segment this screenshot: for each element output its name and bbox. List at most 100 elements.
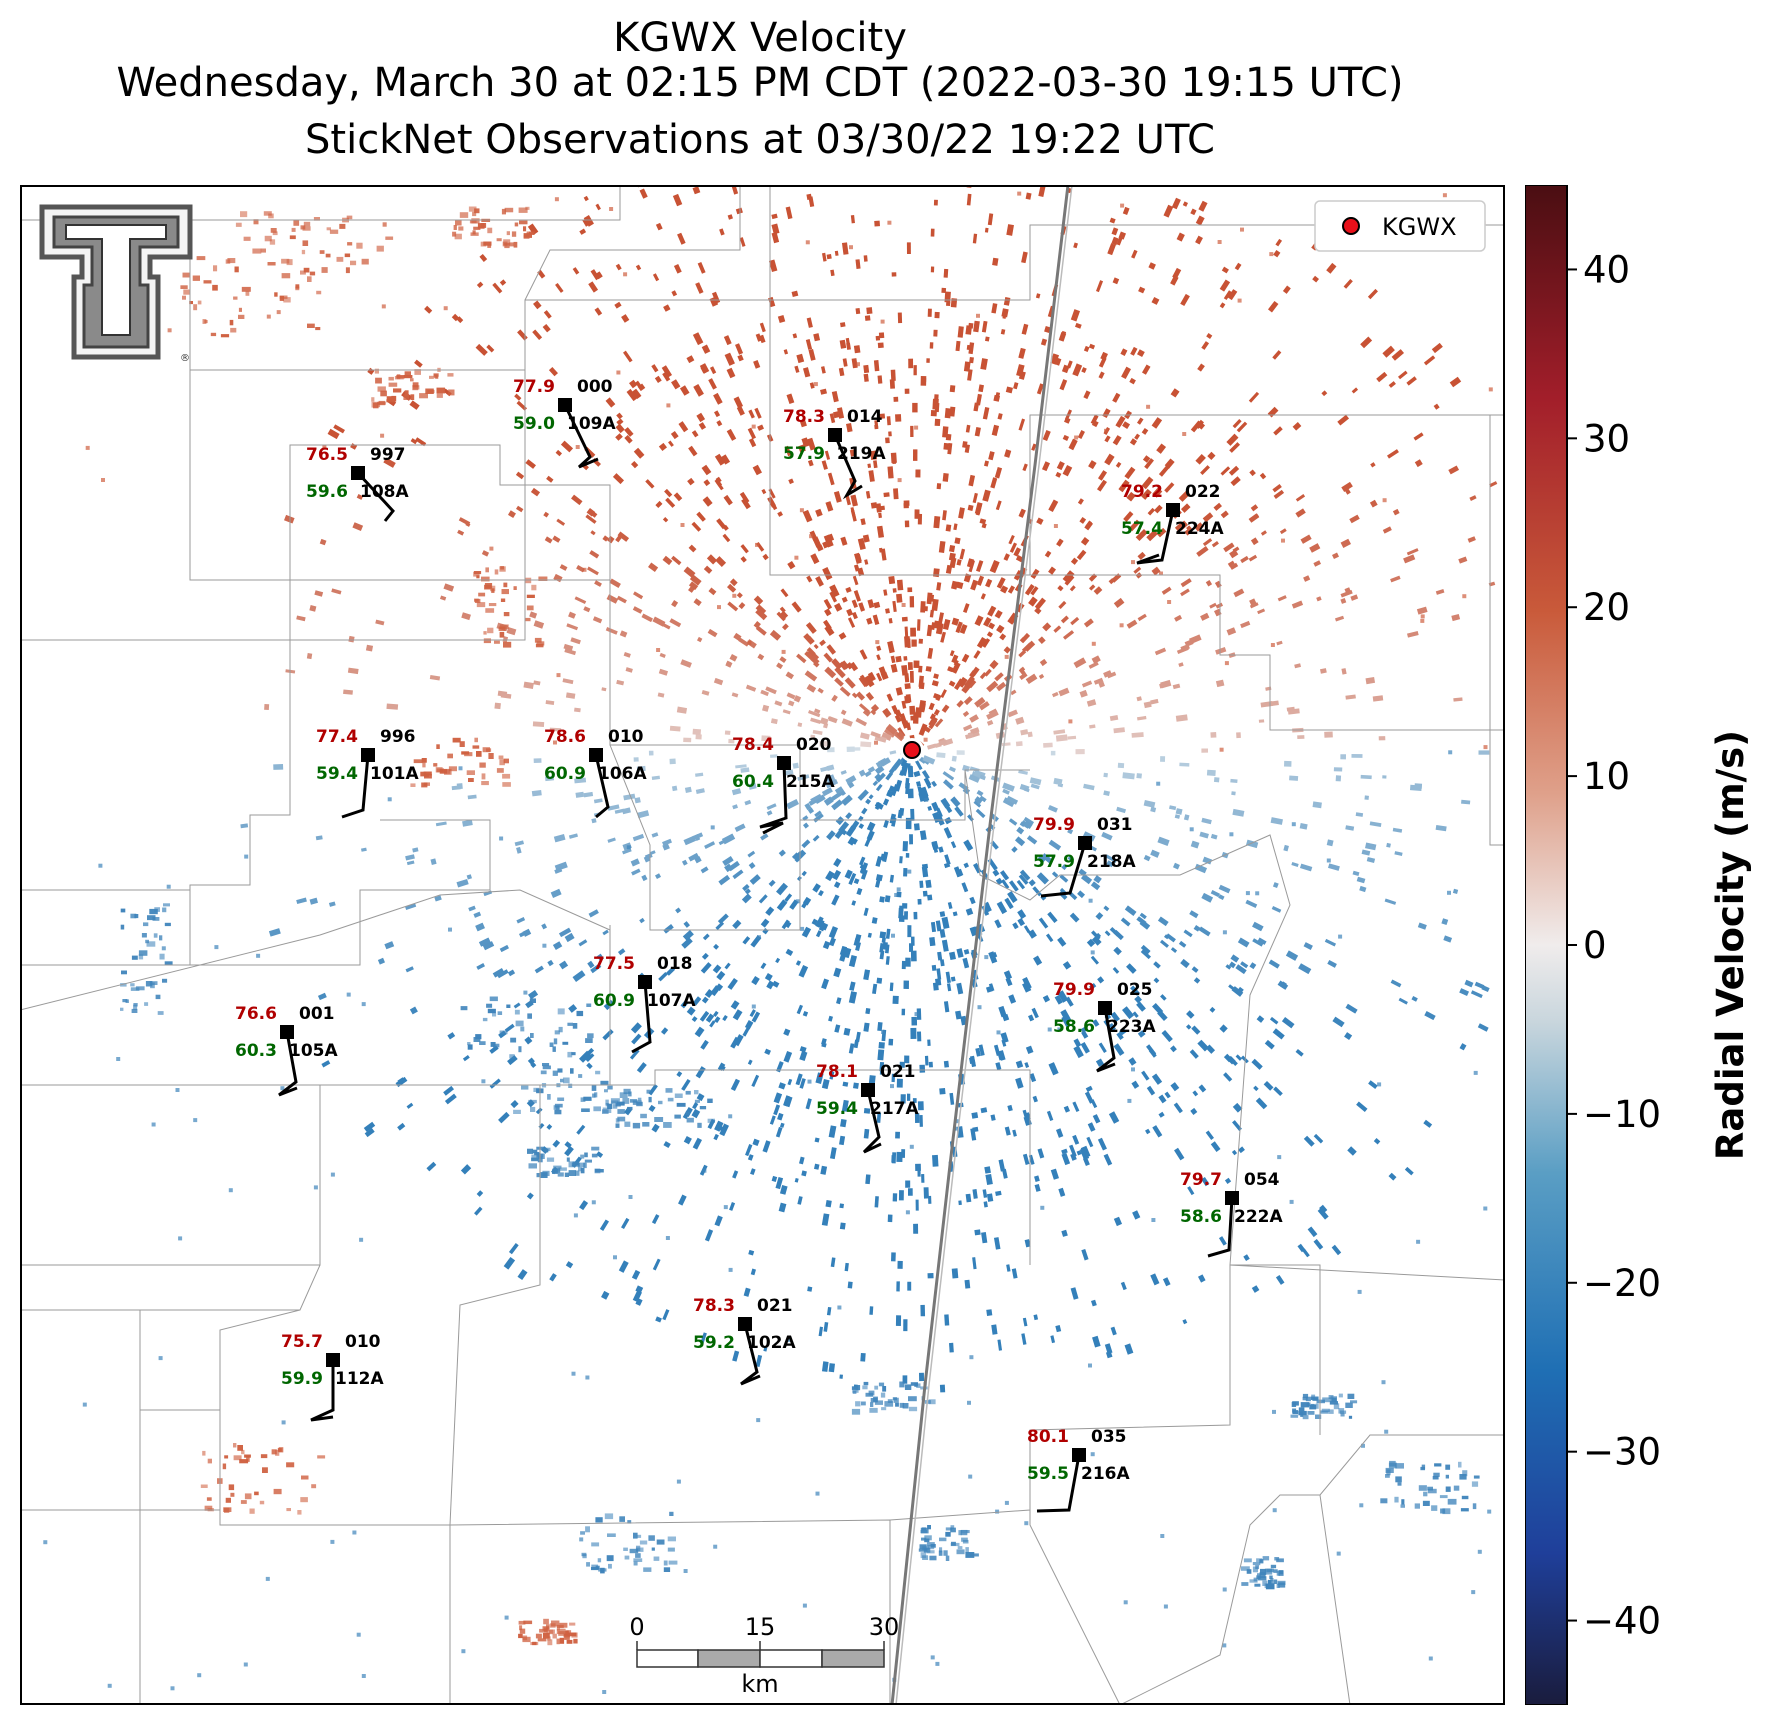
station-pressure: 014	[847, 407, 883, 427]
station-215A[interactable]: 78.4 020 60.4 215A	[732, 735, 835, 835]
station-temperature: 78.3	[693, 1296, 735, 1316]
wind-barb-icon	[1207, 1197, 1234, 1258]
station-id: 219A	[837, 444, 886, 464]
station-dewpoint: 60.3	[235, 1041, 277, 1061]
station-219A[interactable]: 78.3 014 57.9 219A	[783, 407, 886, 500]
wind-barb-icon	[740, 1323, 761, 1386]
station-marker-icon	[1098, 1001, 1112, 1015]
station-112A[interactable]: 75.7 010 59.9 112A	[281, 1332, 384, 1422]
station-pressure: 054	[1244, 1170, 1280, 1190]
station-dewpoint: 58.6	[1053, 1017, 1095, 1037]
station-temperature: 78.1	[816, 1062, 858, 1082]
station-temperature: 79.2	[1121, 482, 1163, 502]
radar-velocity-field	[43, 185, 1498, 1694]
station-222A[interactable]: 79.7 054 58.6 222A	[1180, 1170, 1283, 1258]
station-id: 217A	[870, 1099, 919, 1119]
station-id: 215A	[786, 772, 835, 792]
station-217A[interactable]: 78.1 021 59.4 217A	[816, 1062, 919, 1154]
station-dewpoint: 59.2	[693, 1333, 735, 1353]
station-marker-icon	[558, 398, 572, 412]
map-frame	[20, 185, 1505, 1705]
station-id: 112A	[335, 1369, 384, 1389]
station-pressure: 020	[796, 735, 832, 755]
station-107A[interactable]: 77.5 018 60.9 107A	[593, 954, 696, 1054]
station-dewpoint: 58.6	[1180, 1207, 1222, 1227]
title-line2: Wednesday, March 30 at 02:15 PM CDT (202…	[116, 60, 1404, 106]
colorbar-tick: 20	[1583, 586, 1630, 629]
svg-text:®: ®	[180, 353, 190, 364]
station-temperature: 78.6	[544, 727, 586, 747]
station-id: 106A	[598, 764, 647, 784]
wind-barb-icon	[1136, 509, 1175, 565]
station-pressure: 031	[1097, 815, 1133, 835]
station-101A[interactable]: 77.4 996 59.4 101A	[316, 727, 419, 819]
state-boundary	[890, 185, 1070, 1705]
station-temperature: 78.4	[732, 735, 774, 755]
title-line1: KGWX Velocity	[613, 15, 907, 61]
colorbar-label: Radial Velocity (m/s)	[1709, 730, 1752, 1160]
station-dewpoint: 57.9	[1033, 852, 1075, 872]
station-pressure: 021	[880, 1062, 916, 1082]
station-dewpoint: 57.9	[783, 444, 825, 464]
station-102A[interactable]: 78.3 021 59.2 102A	[693, 1296, 796, 1386]
station-dewpoint: 59.9	[281, 1369, 323, 1389]
colorbar-tick: 10	[1583, 755, 1630, 798]
station-106A[interactable]: 78.6 010 60.9 106A	[544, 727, 647, 819]
wind-barb-icon	[563, 404, 599, 469]
station-id: 223A	[1107, 1017, 1156, 1037]
wind-barb-icon	[1036, 1454, 1081, 1513]
colorbar-tick: 0	[1583, 924, 1607, 967]
colorbar-tick: 40	[1583, 248, 1630, 291]
station-temperature: 79.7	[1180, 1170, 1222, 1190]
station-223A[interactable]: 79.9 025 58.6 223A	[1053, 980, 1156, 1073]
station-105A[interactable]: 76.6 001 60.3 105A	[235, 1004, 338, 1097]
station-pressure: 997	[370, 445, 406, 465]
station-pressure: 010	[608, 727, 644, 747]
station-id: 101A	[370, 764, 419, 784]
station-temperature: 75.7	[281, 1332, 323, 1352]
station-dewpoint: 60.9	[593, 991, 635, 1011]
legend-label: KGWX	[1382, 213, 1457, 241]
station-pressure: 022	[1185, 482, 1221, 502]
station-216A[interactable]: 80.1 035 59.5 216A	[1027, 1427, 1130, 1513]
station-224A[interactable]: 79.2 022 57.4 224A	[1121, 482, 1224, 565]
station-108A[interactable]: 76.5 997 59.6 108A	[306, 445, 409, 522]
station-dewpoint: 59.0	[513, 414, 555, 434]
wind-barb-icon	[310, 1360, 335, 1422]
colorbar-gradient	[1525, 185, 1568, 1705]
station-temperature: 79.9	[1053, 980, 1095, 1000]
station-109A[interactable]: 77.9 000 59.0 109A	[513, 377, 616, 469]
scale-unit: km	[741, 1670, 778, 1698]
station-marker-icon	[638, 975, 652, 989]
radar-site-marker-icon	[1342, 217, 1360, 235]
station-marker-icon	[1072, 1448, 1086, 1462]
wind-barb-icon	[759, 762, 788, 835]
station-pressure: 025	[1117, 980, 1153, 1000]
station-marker-icon	[777, 756, 791, 770]
station-pressure: 021	[757, 1296, 793, 1316]
station-id: 224A	[1175, 519, 1224, 539]
station-pressure: 001	[299, 1004, 335, 1024]
station-dewpoint: 59.4	[816, 1099, 858, 1119]
station-marker-icon	[351, 466, 365, 480]
station-temperature: 77.5	[593, 954, 635, 974]
station-id: 109A	[567, 414, 616, 434]
wind-barb-icon	[341, 754, 370, 819]
wind-barb-icon	[356, 471, 395, 522]
station-pressure: 996	[380, 727, 416, 747]
station-dewpoint: 60.9	[544, 764, 586, 784]
texas-tech-logo-icon: ®	[39, 204, 193, 364]
station-pressure: 000	[577, 377, 613, 397]
station-id: 216A	[1081, 1464, 1130, 1484]
colorbar-tick: 30	[1583, 417, 1630, 460]
station-dewpoint: 57.4	[1121, 519, 1163, 539]
station-temperature: 76.5	[306, 445, 348, 465]
radar-site-kgwx[interactable]	[903, 741, 921, 759]
station-218A[interactable]: 79.9 031 57.9 218A	[1033, 815, 1136, 898]
station-temperature: 80.1	[1027, 1427, 1069, 1447]
radar-map[interactable]: ® KGWX 77.9 000 59.0 109A 78.3 014 57.9 219A 76.…	[20, 185, 1505, 1705]
colorbar-tick: −20	[1583, 1262, 1661, 1305]
station-temperature: 78.3	[783, 407, 825, 427]
station-dewpoint: 59.6	[306, 482, 348, 502]
wind-barb-icon	[278, 1031, 298, 1097]
